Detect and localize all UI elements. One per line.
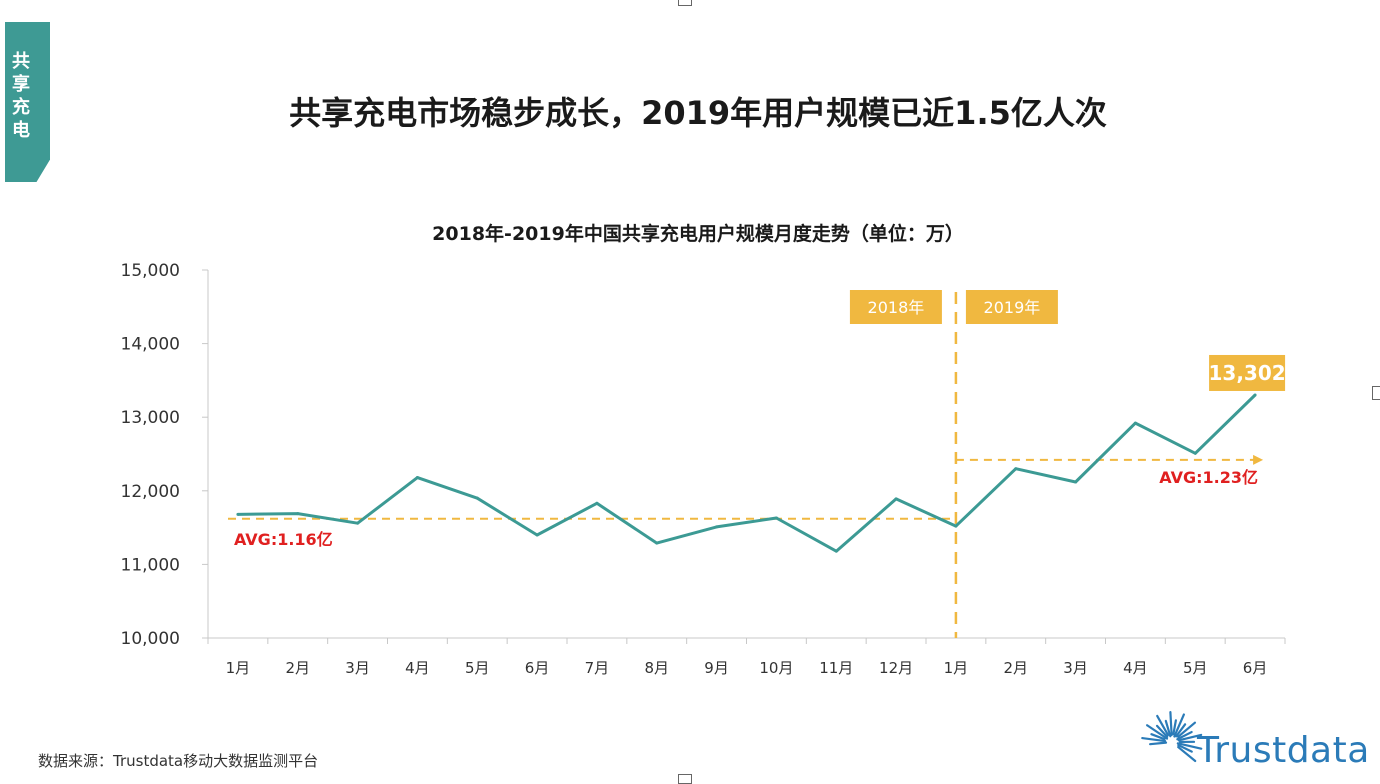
selection-handle: [678, 774, 692, 784]
x-tick-label: 8月: [644, 659, 669, 677]
period-label: 2018年: [868, 298, 925, 317]
data-point: [775, 517, 778, 520]
x-tick-label: 3月: [345, 659, 370, 677]
y-tick-label: 14,000: [121, 335, 180, 355]
x-tick-label: 12月: [879, 659, 913, 677]
period-label: 2019年: [984, 298, 1041, 317]
x-tick-label: 5月: [1183, 659, 1208, 677]
data-point: [1074, 480, 1077, 483]
x-tick-label: 4月: [1123, 659, 1148, 677]
logo-text: Trustdata: [1197, 730, 1370, 771]
data-point: [536, 533, 539, 536]
data-point: [476, 497, 479, 500]
x-tick-label: 2月: [1003, 659, 1028, 677]
x-tick-label: 5月: [465, 659, 490, 677]
x-tick-label: 6月: [1243, 659, 1268, 677]
y-tick-label: 15,000: [121, 261, 180, 281]
data-point: [835, 550, 838, 553]
data-point: [715, 525, 718, 528]
average-label: AVG:1.23亿: [1159, 468, 1258, 487]
data-point: [595, 502, 598, 505]
data-point: [416, 476, 419, 479]
data-point: [356, 522, 359, 525]
y-tick-label: 13,000: [121, 408, 180, 428]
data-point: [895, 497, 898, 500]
selection-handle: [678, 0, 692, 6]
x-tick-label: 11月: [819, 659, 853, 677]
data-point: [1014, 467, 1017, 470]
data-point: [1134, 422, 1137, 425]
data-point: [236, 513, 239, 516]
x-tick-label: 1月: [944, 659, 969, 677]
y-tick-label: 12,000: [121, 482, 180, 502]
data-point: [954, 525, 957, 528]
highlight-label: 13,302: [1208, 361, 1285, 385]
logo-ray: [1150, 743, 1166, 745]
x-tick-label: 2月: [285, 659, 310, 677]
data-point: [1254, 393, 1257, 396]
average-arrow: [1253, 455, 1263, 465]
average-label: AVG:1.16亿: [234, 530, 333, 549]
x-tick-label: 9月: [704, 659, 729, 677]
data-source-note: 数据来源：Trustdata移动大数据监测平台: [38, 750, 318, 771]
x-tick-label: 3月: [1063, 659, 1088, 677]
data-point: [655, 542, 658, 545]
y-tick-label: 10,000: [121, 629, 180, 649]
logo-ray: [1170, 712, 1171, 735]
x-tick-label: 6月: [525, 659, 550, 677]
data-point: [296, 512, 299, 515]
x-tick-label: 10月: [759, 659, 793, 677]
x-tick-label: 7月: [585, 659, 610, 677]
y-tick-label: 11,000: [121, 555, 180, 575]
x-tick-label: 1月: [226, 659, 251, 677]
selection-handle: [1372, 386, 1380, 400]
x-tick-label: 4月: [405, 659, 430, 677]
series-line: [238, 395, 1255, 551]
data-point: [1194, 452, 1197, 455]
